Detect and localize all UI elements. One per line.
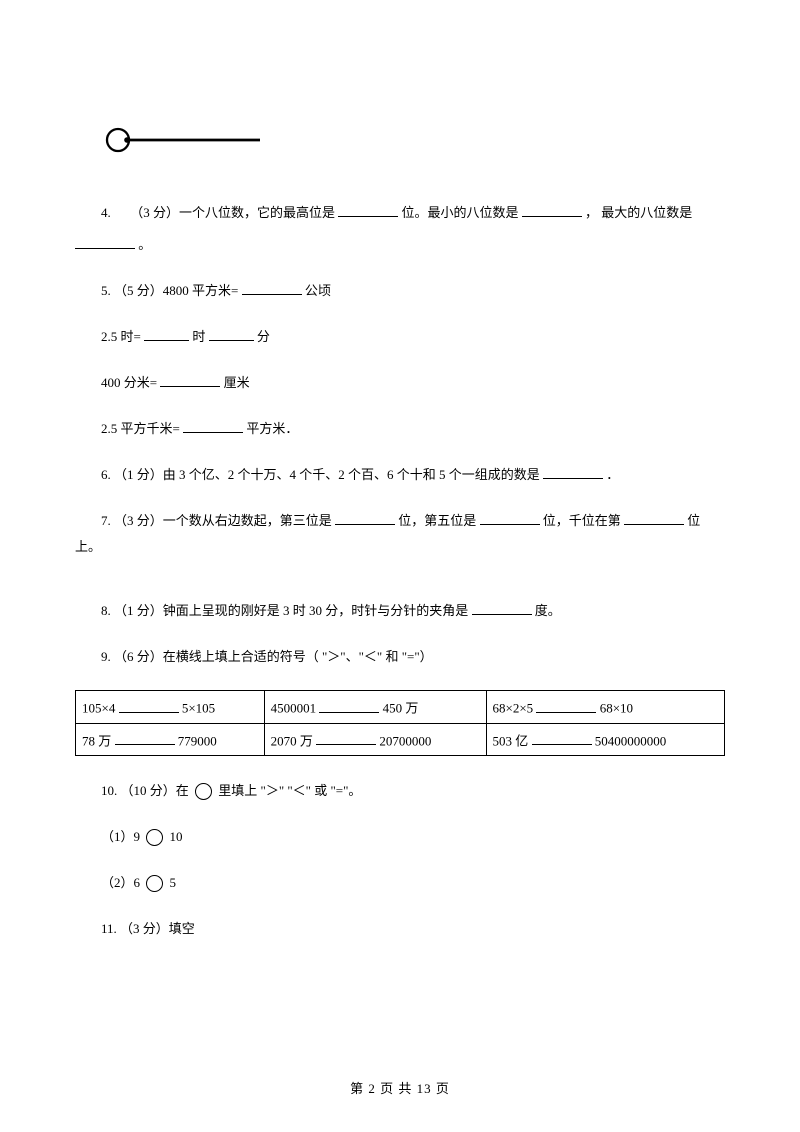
lollipop-figure (105, 125, 270, 159)
cell-r1c3: 68×2×5 68×10 (486, 691, 724, 724)
question-10-sub2: （2）6 5 (75, 870, 725, 896)
c-a: 4500001 (271, 701, 317, 716)
question-5-line4: 2.5 平方千米= 平方米． (75, 416, 725, 442)
q4-text-1: 4. （3 分）一个八位数，它的最高位是 (101, 205, 335, 220)
q8-blank[interactable] (472, 599, 532, 615)
question-7: 7. （3 分）一个数从右边数起，第三位是 位，第五位是 位，千位在第 位上。 (75, 508, 725, 560)
table-row: 78 万 779000 2070 万 20700000 503 亿 504000… (76, 723, 725, 756)
c-a: 68×2×5 (493, 701, 534, 716)
question-4-line2: 。 (75, 232, 725, 258)
circle-placeholder-icon[interactable] (146, 875, 163, 892)
cell-blank[interactable] (536, 697, 596, 713)
q7-blank-1[interactable] (335, 509, 395, 525)
c-b: 50400000000 (595, 733, 667, 748)
cell-blank[interactable] (119, 697, 179, 713)
q6-blank[interactable] (543, 463, 603, 479)
q5-3-a: 400 分米= (101, 375, 157, 390)
q5-blank-1[interactable] (242, 279, 302, 295)
question-6: 6. （1 分）由 3 个亿、2 个十万、4 个千、2 个百、6 个十和 5 个… (75, 462, 725, 488)
footer-text: 第 2 页 共 13 页 (350, 1081, 450, 1096)
question-9-table: 105×4 5×105 4500001 450 万 68×2×5 68×10 7… (75, 690, 725, 756)
cell-r2c1: 78 万 779000 (76, 723, 265, 756)
lollipop-svg (105, 125, 270, 155)
q5-1-b: 公顷 (305, 283, 331, 298)
q4-text-4: 。 (138, 237, 151, 252)
c-a: 78 万 (82, 733, 111, 748)
q11-text: 11. （3 分）填空 (101, 921, 195, 936)
q5-2-a: 2.5 时= (101, 329, 141, 344)
q5-2-b: 时 (192, 329, 205, 344)
question-10-sub1: （1）9 10 (75, 824, 725, 850)
circle-placeholder-icon[interactable] (195, 783, 212, 800)
question-5-line2: 2.5 时= 时 分 (75, 324, 725, 350)
q10-s1b: 10 (170, 829, 183, 844)
cell-r1c2: 4500001 450 万 (264, 691, 486, 724)
q5-4-b: 平方米． (246, 421, 298, 436)
q5-3-b: 厘米 (224, 375, 250, 390)
q4-text-3: ， 最大的八位数是 (585, 205, 692, 220)
circle-placeholder-icon[interactable] (146, 829, 163, 846)
q5-4-a: 2.5 平方千米= (101, 421, 180, 436)
q10-b: 里填上 "＞" "＜" 或 "="。 (218, 783, 361, 798)
q9-title-text: 9. （6 分）在横线上填上合适的符号（ "＞"、"＜" 和 "="） (101, 649, 433, 664)
q5-1-a: 5. （5 分）4800 平方米= (101, 283, 238, 298)
q4-blank-2[interactable] (522, 201, 582, 217)
question-4: 4. （3 分）一个八位数，它的最高位是 位。最小的八位数是 ， 最大的八位数是 (75, 200, 725, 226)
c-a: 503 亿 (493, 733, 529, 748)
q4-text-2: 位。最小的八位数是 (402, 205, 519, 220)
question-5-line1: 5. （5 分）4800 平方米= 公顷 (75, 278, 725, 304)
cell-blank[interactable] (316, 730, 376, 746)
cell-blank[interactable] (532, 730, 592, 746)
c-b: 20700000 (379, 733, 431, 748)
q7-blank-3[interactable] (624, 509, 684, 525)
q7-blank-2[interactable] (480, 509, 540, 525)
q5-blank-2a[interactable] (144, 325, 189, 341)
table-row: 105×4 5×105 4500001 450 万 68×2×5 68×10 (76, 691, 725, 724)
page-content: 4. （3 分）一个八位数，它的最高位是 位。最小的八位数是 ， 最大的八位数是… (75, 200, 725, 962)
q10-a: 10. （10 分）在 (101, 783, 192, 798)
q6-b: ． (606, 467, 619, 482)
q6-a: 6. （1 分）由 3 个亿、2 个十万、4 个千、2 个百、6 个十和 5 个… (101, 467, 540, 482)
q10-s2a: （2）6 (101, 875, 143, 890)
q4-blank-3[interactable] (75, 233, 135, 249)
c-a: 2070 万 (271, 733, 313, 748)
cell-blank[interactable] (115, 730, 175, 746)
question-5-line3: 400 分米= 厘米 (75, 370, 725, 396)
cell-r2c3: 503 亿 50400000000 (486, 723, 724, 756)
q8-b: 度。 (535, 603, 561, 618)
question-8: 8. （1 分）钟面上呈现的刚好是 3 时 30 分，时针与分针的夹角是 度。 (75, 598, 725, 624)
q5-blank-3[interactable] (160, 371, 220, 387)
q8-a: 8. （1 分）钟面上呈现的刚好是 3 时 30 分，时针与分针的夹角是 (101, 603, 468, 618)
q4-blank-1[interactable] (338, 201, 398, 217)
c-b: 450 万 (383, 701, 419, 716)
q5-blank-4[interactable] (183, 417, 243, 433)
q7-b: 位，第五位是 (398, 513, 476, 528)
question-9-title: 9. （6 分）在横线上填上合适的符号（ "＞"、"＜" 和 "="） (75, 644, 725, 670)
q7-c: 位，千位在第 (543, 513, 621, 528)
cell-blank[interactable] (319, 697, 379, 713)
c-a: 105×4 (82, 701, 115, 716)
q5-2-c: 分 (257, 329, 270, 344)
q7-a: 7. （3 分）一个数从右边数起，第三位是 (101, 513, 332, 528)
cell-r2c2: 2070 万 20700000 (264, 723, 486, 756)
c-b: 779000 (178, 733, 217, 748)
question-11: 11. （3 分）填空 (75, 916, 725, 942)
c-b: 5×105 (182, 701, 215, 716)
page-footer: 第 2 页 共 13 页 (0, 1078, 800, 1097)
q5-blank-2b[interactable] (209, 325, 254, 341)
c-b: 68×10 (600, 701, 633, 716)
question-10: 10. （10 分）在 里填上 "＞" "＜" 或 "="。 (75, 778, 725, 804)
cell-r1c1: 105×4 5×105 (76, 691, 265, 724)
q10-s1a: （1）9 (101, 829, 143, 844)
q10-s2b: 5 (170, 875, 177, 890)
